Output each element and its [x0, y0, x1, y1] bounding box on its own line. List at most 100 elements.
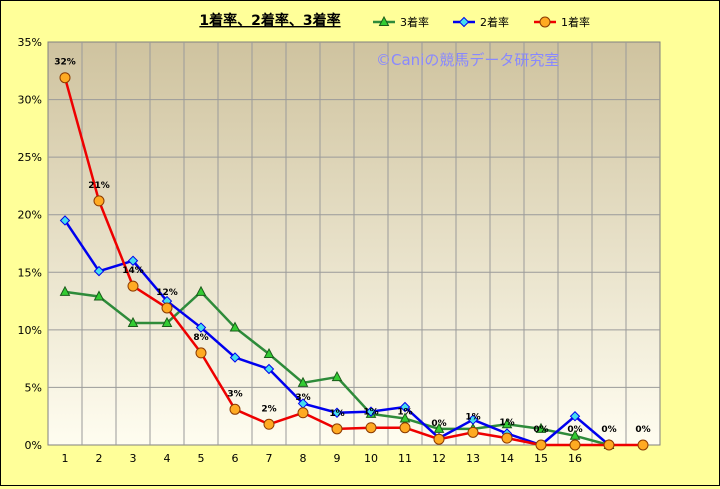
data-point: [93, 195, 105, 207]
data-point: [365, 422, 377, 434]
data-label: 12%: [156, 288, 178, 298]
legend-item: 3着率: [373, 15, 429, 29]
x-tick-label: 3: [130, 452, 137, 465]
data-label: 0%: [567, 425, 582, 435]
data-point: [458, 16, 470, 28]
data-point: [195, 285, 207, 296]
chart-title: 1着率、2着率、3着率: [199, 12, 340, 29]
series-1着率: [59, 72, 649, 451]
data-label: 32%: [54, 58, 76, 68]
data-point: [603, 439, 615, 451]
y-tick-label: 20%: [18, 209, 42, 222]
data-point: [297, 407, 309, 419]
gridlines: [48, 42, 660, 445]
data-point: [539, 16, 551, 28]
x-tick-label: 6: [232, 452, 239, 465]
data-point: [399, 401, 411, 413]
data-point: [535, 439, 547, 451]
data-label: 1%: [465, 412, 480, 422]
data-point: [569, 411, 581, 422]
legend-label: 3着率: [400, 15, 429, 29]
data-point: [467, 426, 479, 438]
data-point: [229, 352, 241, 363]
x-tick-label: 1: [62, 452, 69, 465]
data-point: [263, 347, 275, 359]
data-point: [127, 316, 139, 327]
x-tick-label: 10: [364, 452, 378, 465]
data-point: [263, 363, 275, 375]
legend-item: 2着率: [453, 15, 509, 29]
legend-item: 1着率: [534, 15, 590, 29]
data-labels: 32% 21% 14% 12% 8% 3% 2% 3% 1% 1% 1% 0% 1% 1% 0% 0% 0% 0%: [54, 58, 650, 435]
x-tick-label: 14: [500, 452, 514, 465]
data-label: 14%: [122, 266, 144, 276]
x-tick-label: 2: [96, 452, 103, 465]
data-point: [399, 422, 411, 434]
watermark-text: ©Caniの競馬データ研究室: [376, 51, 559, 69]
data-point: [127, 280, 139, 292]
data-point: [569, 429, 581, 440]
data-point: [331, 423, 343, 435]
legend-label: 2着率: [480, 15, 509, 29]
data-point: [59, 72, 71, 84]
data-label: 3%: [227, 389, 242, 399]
data-label: 21%: [88, 181, 110, 191]
x-tick-label: 15: [534, 452, 548, 465]
x-tick-label: 16: [568, 452, 582, 465]
data-point: [433, 433, 445, 445]
x-tick-label: 11: [398, 452, 412, 465]
data-point: [161, 316, 173, 327]
data-label: 0%: [533, 425, 548, 435]
data-point: [535, 422, 547, 433]
x-tick-label: 12: [432, 452, 446, 465]
legend-label: 1着率: [561, 15, 590, 29]
data-point: [433, 422, 445, 433]
y-tick-label: 30%: [18, 94, 42, 107]
data-point: [161, 302, 173, 314]
axes: 0%5%10%15%20%25%30%35%1 2 3 4 5 6 7 8 9 10 11 12 13 1…: [18, 36, 582, 465]
data-point: [263, 418, 275, 430]
data-point: [501, 432, 513, 444]
y-tick-label: 15%: [18, 266, 42, 279]
series-line: [63, 77, 643, 447]
data-point: [569, 439, 581, 451]
data-point: [467, 414, 479, 425]
data-label: 3%: [295, 393, 310, 403]
x-tick-label: 8: [300, 452, 307, 465]
data-label: 8%: [193, 333, 208, 343]
data-point: [297, 376, 309, 387]
data-point: [331, 370, 343, 382]
data-label: 2%: [261, 404, 276, 414]
x-tick-label: 13: [466, 452, 480, 465]
data-point: [229, 403, 241, 415]
data-label: 1%: [329, 409, 344, 419]
x-tick-label: 7: [266, 452, 273, 465]
y-tick-label: 0%: [25, 439, 42, 452]
data-point: [127, 255, 139, 266]
data-point: [637, 439, 649, 451]
data-point: [195, 322, 207, 333]
data-point: [501, 418, 513, 429]
data-label: 0%: [635, 425, 650, 435]
series-lines: [59, 72, 649, 451]
data-point: [195, 347, 207, 359]
x-tick-label: 5: [198, 452, 205, 465]
x-tick-label: 4: [164, 452, 171, 465]
data-label: 1%: [499, 418, 514, 428]
data-label: 0%: [431, 419, 446, 429]
data-point: [59, 285, 71, 296]
y-tick-label: 10%: [18, 324, 42, 337]
data-label: 1%: [397, 408, 412, 418]
legend: 3着率 2着率 1着率: [373, 15, 590, 29]
data-point: [378, 15, 390, 26]
data-point: [365, 406, 377, 417]
y-tick-label: 35%: [18, 36, 42, 49]
data-point: [93, 265, 105, 277]
data-point: [229, 321, 241, 332]
y-tick-label: 25%: [18, 151, 42, 164]
data-point: [331, 407, 343, 418]
data-label: 1%: [363, 408, 378, 418]
data-label: 0%: [601, 425, 616, 435]
